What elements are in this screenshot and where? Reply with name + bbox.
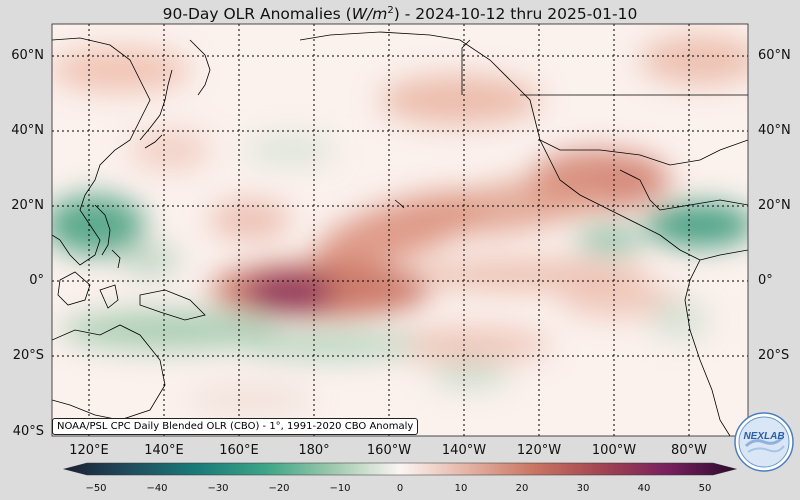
lat-label-right-40n: 40°N	[758, 123, 791, 138]
lon-label-140e: 140°E	[144, 443, 184, 458]
lon-label-80w: 80°W	[671, 443, 707, 458]
map-title: 90-Day OLR Anomalies (W/m2) - 2024-10-12…	[162, 5, 638, 24]
colorbar	[62, 462, 738, 476]
lat-label-left-eq: 0°	[29, 273, 44, 288]
colorbar-tick-label: 20	[515, 483, 529, 494]
lat-label-right-20s: 20°S	[758, 348, 790, 363]
colorbar-tick-label: −40	[146, 483, 168, 494]
colorbar-tick-label: −20	[268, 483, 290, 494]
lat-label-left-20s: 20°S	[12, 348, 44, 363]
colorbar-tick-label: 10	[454, 483, 468, 494]
coastlines	[52, 31, 748, 436]
nexlab-logo: NEXLAB	[734, 412, 794, 472]
lat-label-left-20n: 20°N	[11, 198, 44, 213]
colorbar-tick-label: 0	[396, 483, 404, 494]
lat-label-right-60n: 60°N	[758, 48, 791, 63]
graticule	[52, 24, 748, 436]
colorbar-tick-label: 30	[576, 483, 590, 494]
colorbar-tick-label: −10	[329, 483, 351, 494]
lon-label-140w: 140°W	[441, 443, 487, 458]
lat-label-left-40n: 40°N	[11, 123, 44, 138]
colorbar-tick-label: 40	[637, 483, 651, 494]
colorbar-tick-label: 50	[698, 483, 712, 494]
lon-label-120e: 120°E	[69, 443, 109, 458]
lat-label-left-60n: 60°N	[11, 48, 44, 63]
lon-label-160e: 160°E	[219, 443, 259, 458]
lon-label-180: 180°	[298, 443, 330, 458]
lat-label-right-eq: 0°	[758, 273, 773, 288]
lat-label-left-40s: 40°S	[12, 424, 44, 439]
anomaly-field	[52, 24, 748, 436]
colorbar-tick-label: −30	[207, 483, 229, 494]
attribution-box: NOAA/PSL CPC Daily Blended OLR (CBO) - 1…	[52, 418, 419, 435]
lat-label-right-20n: 20°N	[758, 198, 791, 213]
colorbar-tick-label: −50	[85, 483, 107, 494]
anomaly-blobs	[52, 35, 748, 414]
lon-label-120w: 120°W	[516, 443, 562, 458]
svg-text:NEXLAB: NEXLAB	[743, 431, 784, 442]
lon-label-160w: 160°W	[366, 443, 412, 458]
lon-label-100w: 100°W	[591, 443, 637, 458]
